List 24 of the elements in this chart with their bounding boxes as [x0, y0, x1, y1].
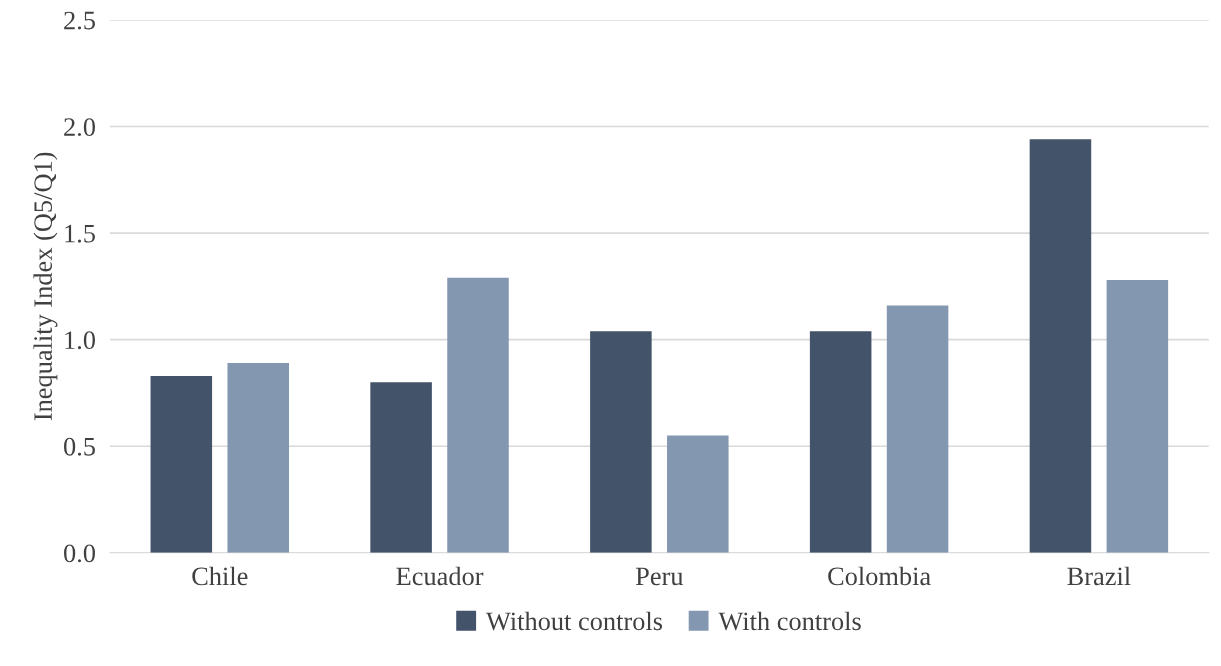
bar	[447, 277, 509, 553]
bar	[227, 363, 290, 553]
legend-label: With controls	[718, 611, 861, 631]
bar	[150, 375, 213, 553]
x-tick-label: Colombia	[828, 566, 931, 586]
bar	[1106, 279, 1169, 553]
y-tick-label: 2.5	[64, 11, 95, 30]
legend-label: Without controls	[485, 611, 663, 631]
x-tick-label: Brazil	[1067, 566, 1131, 586]
y-tick-label: 0.5	[64, 437, 95, 456]
x-tick-label: Ecuador	[396, 566, 484, 586]
y-axis-title: Inequality Index (Q5/Q1)	[33, 152, 58, 421]
y-tick-label: 1.0	[65, 331, 95, 350]
y-tick-label: 0.0	[64, 544, 95, 563]
bar	[809, 331, 872, 553]
bar	[590, 331, 652, 553]
bar	[667, 435, 729, 553]
bar	[370, 382, 432, 553]
bar	[886, 305, 949, 553]
y-tick-label: 2.0	[64, 118, 95, 137]
bar	[1029, 139, 1092, 553]
x-tick-label: Chile	[192, 566, 248, 586]
y-tick-label: 1.5	[65, 224, 95, 243]
x-tick-label: Peru	[635, 567, 684, 586]
